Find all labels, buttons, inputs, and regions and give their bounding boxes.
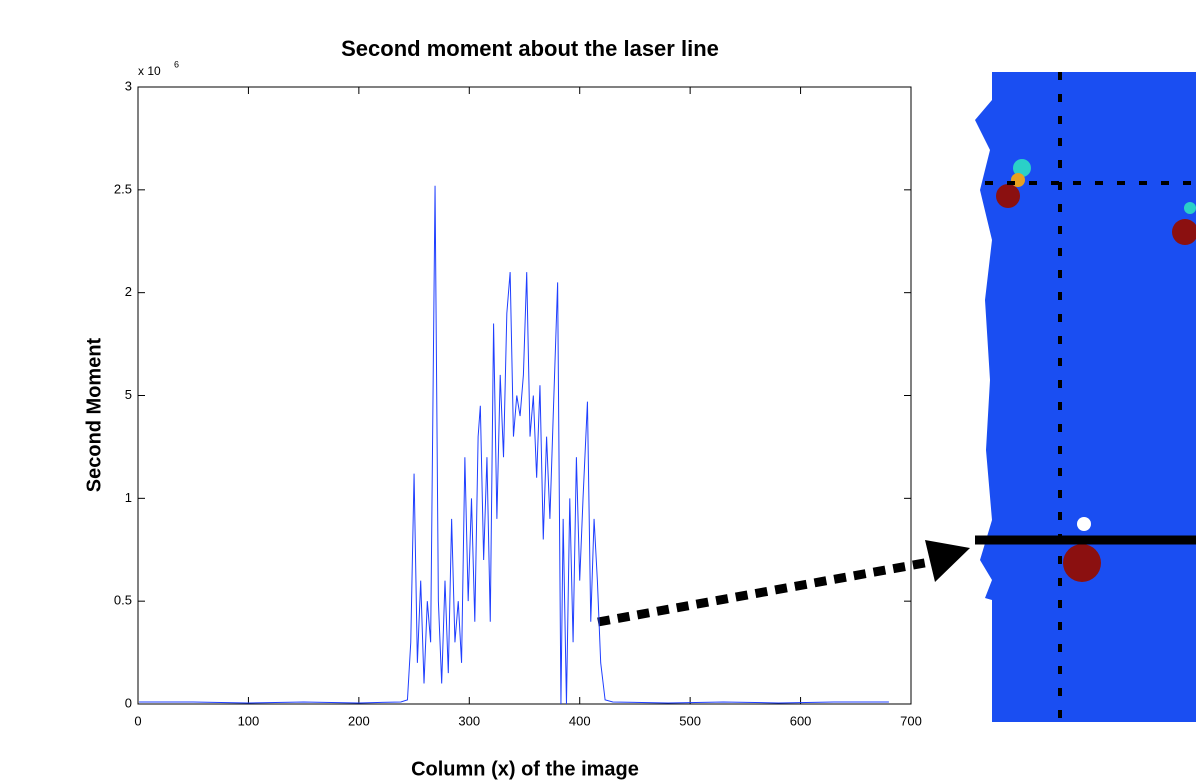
x-tick-label: 700: [900, 713, 922, 728]
figure: Second moment about the laser line Colum…: [0, 0, 1196, 784]
x-tick-label: 200: [348, 713, 370, 728]
chart-title: Second moment about the laser line: [341, 36, 719, 61]
data-line: [139, 186, 889, 704]
y-tick-label: 0.5: [114, 593, 132, 608]
y-tick-label: 2: [125, 284, 132, 299]
x-axis-label: Column (x) of the image: [411, 758, 639, 780]
x-tick-label: 300: [458, 713, 480, 728]
y-tick-label: 0: [125, 695, 132, 710]
y-multiplier-exponent: 6: [174, 59, 179, 69]
x-tick-label: 400: [569, 713, 591, 728]
x-tick-label: 600: [790, 713, 812, 728]
x-tick-label: 500: [679, 713, 701, 728]
y-axis-label: Second Moment: [83, 337, 105, 492]
heatmap-image: [975, 72, 1196, 722]
y-tick-label: 1: [125, 490, 132, 505]
x-tick-label: 100: [238, 713, 260, 728]
y-multiplier: x 10: [138, 64, 161, 78]
pointer-arrow: [598, 540, 970, 622]
y-tick-label: 2.5: [114, 181, 132, 196]
plot-frame: [138, 87, 911, 704]
x-tick-label: 0: [134, 713, 141, 728]
y-tick-label: 3: [125, 78, 132, 93]
y-tick-label: 5: [125, 387, 132, 402]
